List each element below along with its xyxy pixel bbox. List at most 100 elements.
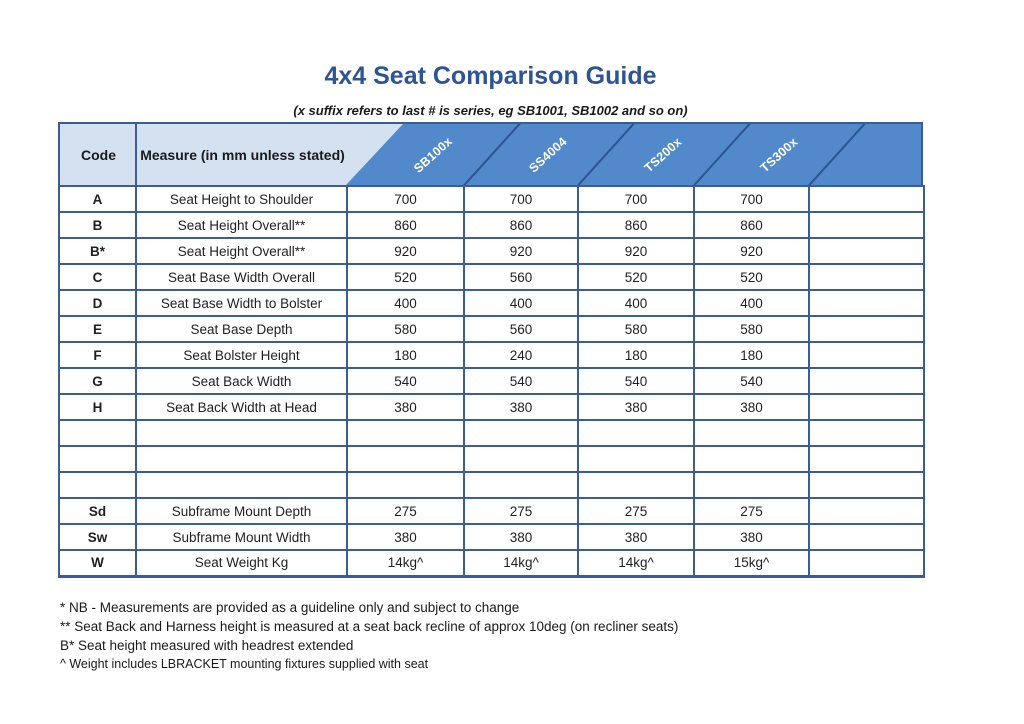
cell-value: 520 <box>577 263 695 291</box>
table-row: Sw Subframe Mount Width 380 380 380 380 <box>58 523 925 551</box>
cell-code: D <box>58 289 137 317</box>
cell-value: 14kg^ <box>577 549 695 578</box>
cell-value <box>346 419 465 447</box>
cell-measure <box>135 445 348 473</box>
cell-value: 700 <box>463 185 579 213</box>
cell-value: 700 <box>577 185 695 213</box>
cell-value: 180 <box>577 341 695 369</box>
table-row: G Seat Back Width 540 540 540 540 <box>58 367 925 395</box>
table-row <box>58 471 925 499</box>
table-row: B Seat Height Overall** 860 860 860 860 <box>58 211 925 239</box>
cell-measure: Seat Height Overall** <box>135 237 348 265</box>
cell-value <box>808 393 925 421</box>
cell-value <box>808 315 925 343</box>
cell-value: 520 <box>693 263 810 291</box>
header-blue-band <box>346 124 921 185</box>
cell-value: 540 <box>346 367 465 395</box>
cell-value: 14kg^ <box>463 549 579 578</box>
cell-value: 540 <box>577 367 695 395</box>
footnote-line: ^ Weight includes LBRACKET mounting fixt… <box>60 657 429 671</box>
cell-value: 400 <box>463 289 579 317</box>
cell-value: 400 <box>346 289 465 317</box>
cell-code: F <box>58 341 137 369</box>
cell-value: 400 <box>577 289 695 317</box>
cell-measure: Seat Base Width to Bolster <box>135 289 348 317</box>
cell-value: 860 <box>693 211 810 239</box>
cell-measure: Seat Base Width Overall <box>135 263 348 291</box>
cell-code: G <box>58 367 137 395</box>
cell-value: 700 <box>346 185 465 213</box>
cell-measure: Seat Base Depth <box>135 315 348 343</box>
cell-value: 580 <box>346 315 465 343</box>
cell-code: H <box>58 393 137 421</box>
cell-value <box>577 419 695 447</box>
cell-value <box>808 289 925 317</box>
cell-value: 380 <box>693 523 810 551</box>
cell-code: E <box>58 315 137 343</box>
cell-value: 540 <box>693 367 810 395</box>
cell-value <box>808 211 925 239</box>
cell-value: 380 <box>346 523 465 551</box>
table-row: W Seat Weight Kg 14kg^ 14kg^ 14kg^ 15kg^ <box>58 549 925 578</box>
cell-value: 275 <box>577 497 695 525</box>
cell-value <box>463 445 579 473</box>
cell-value: 380 <box>577 393 695 421</box>
cell-value <box>693 419 810 447</box>
cell-measure <box>135 471 348 499</box>
cell-value: 275 <box>463 497 579 525</box>
table-row: A Seat Height to Shoulder 700 700 700 70… <box>58 185 925 213</box>
cell-value: 700 <box>693 185 810 213</box>
cell-value <box>577 445 695 473</box>
comparison-table: A Seat Height to Shoulder 700 700 700 70… <box>58 185 925 578</box>
header-column-divider <box>135 124 137 185</box>
cell-value: 15kg^ <box>693 549 810 578</box>
cell-value: 180 <box>693 341 810 369</box>
footnote-line: * NB - Measurements are provided as a gu… <box>60 600 520 615</box>
cell-code <box>58 419 137 447</box>
cell-value <box>808 185 925 213</box>
cell-value <box>808 263 925 291</box>
cell-value: 380 <box>463 393 579 421</box>
cell-value: 275 <box>693 497 810 525</box>
table-row <box>58 419 925 447</box>
footnote-line: B* Seat height measured with headrest ex… <box>60 638 354 653</box>
cell-value <box>808 497 925 525</box>
cell-code: Sd <box>58 497 137 525</box>
cell-code: C <box>58 263 137 291</box>
cell-value: 580 <box>693 315 810 343</box>
cell-code: W <box>58 549 137 578</box>
table-row: E Seat Base Depth 580 560 580 580 <box>58 315 925 343</box>
cell-value <box>808 471 925 499</box>
cell-value <box>808 341 925 369</box>
cell-value: 860 <box>346 211 465 239</box>
cell-value <box>346 471 465 499</box>
cell-value: 400 <box>693 289 810 317</box>
cell-value <box>808 419 925 447</box>
cell-measure: Seat Height to Shoulder <box>135 185 348 213</box>
cell-measure: Subframe Mount Width <box>135 523 348 551</box>
cell-value: 920 <box>693 237 810 265</box>
table-row: B* Seat Height Overall** 920 920 920 920 <box>58 237 925 265</box>
table-row: C Seat Base Width Overall 520 560 520 52… <box>58 263 925 291</box>
cell-code <box>58 471 137 499</box>
table-row: F Seat Bolster Height 180 240 180 180 <box>58 341 925 369</box>
cell-value: 540 <box>463 367 579 395</box>
cell-code: B <box>58 211 137 239</box>
cell-value <box>808 549 925 578</box>
cell-value: 275 <box>346 497 465 525</box>
cell-code: A <box>58 185 137 213</box>
table-row: H Seat Back Width at Head 380 380 380 38… <box>58 393 925 421</box>
cell-value <box>577 471 695 499</box>
cell-value: 920 <box>463 237 579 265</box>
cell-value: 180 <box>346 341 465 369</box>
cell-value <box>463 471 579 499</box>
cell-value <box>346 445 465 473</box>
cell-value: 560 <box>463 315 579 343</box>
cell-value: 920 <box>346 237 465 265</box>
cell-measure: Seat Bolster Height <box>135 341 348 369</box>
cell-measure <box>135 419 348 447</box>
page-subtitle: (x suffix refers to last # is series, eg… <box>293 103 688 118</box>
cell-value <box>693 445 810 473</box>
cell-value: 14kg^ <box>346 549 465 578</box>
cell-value <box>463 419 579 447</box>
